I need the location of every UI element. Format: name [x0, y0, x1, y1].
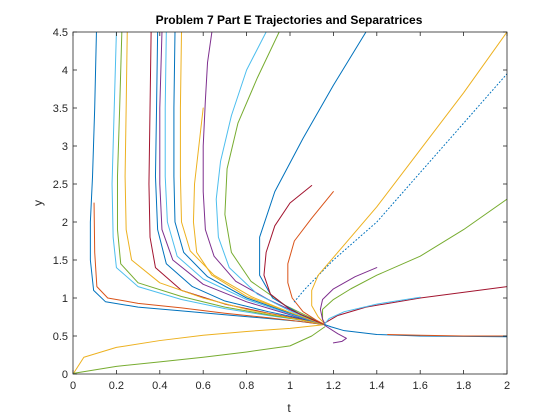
x-tick-label: 1.2 — [326, 380, 341, 392]
series-line-16 — [215, 32, 326, 326]
series-line-13 — [173, 32, 326, 326]
y-tick-label: 4.5 — [53, 27, 68, 39]
series-line-11 — [159, 32, 326, 326]
x-tick-label: 1.6 — [413, 380, 428, 392]
series-line-21 — [287, 191, 334, 326]
y-tick-label: 2.5 — [53, 179, 68, 191]
series-line-5 — [324, 324, 347, 344]
x-axis-label: t — [287, 401, 291, 415]
x-tick-label: 0.4 — [152, 380, 167, 392]
series-line-22 — [293, 73, 507, 303]
series-line-19 — [259, 32, 367, 326]
x-tick-label: 0.8 — [239, 380, 254, 392]
series-line-29 — [387, 333, 507, 337]
y-tick-label: 3.5 — [53, 103, 68, 115]
y-tick-label: 1 — [62, 293, 68, 305]
series-line-20 — [263, 185, 326, 326]
series-line-10 — [124, 32, 326, 326]
series-line-8 — [116, 32, 326, 326]
series-line-1 — [89, 32, 326, 326]
y-axis-label: y — [31, 200, 45, 206]
series-line-4 — [73, 326, 326, 374]
x-tick-label: 0.2 — [109, 380, 124, 392]
chart-title: Problem 7 Part E Trajectories and Separa… — [156, 13, 423, 27]
y-tick-label: 0.5 — [53, 331, 68, 343]
y-tick-label: 3 — [62, 141, 68, 153]
y-tick-label: 0 — [62, 369, 68, 381]
x-tick-label: 1.8 — [456, 380, 471, 392]
series-line-23 — [311, 32, 507, 325]
series-line-27 — [324, 296, 421, 325]
series-line-25 — [319, 267, 378, 325]
series-line-28 — [324, 324, 507, 338]
series-line-17 — [192, 107, 326, 326]
x-tick-label: 1 — [287, 380, 293, 392]
series-line-15 — [202, 32, 326, 326]
y-tick-label: 4 — [62, 65, 68, 77]
series-line-6 — [111, 32, 326, 326]
y-tick-label: 2 — [62, 217, 68, 229]
series-line-2 — [93, 202, 326, 326]
x-tick-label: 0 — [70, 380, 76, 392]
x-tick-label: 1.4 — [369, 380, 384, 392]
y-tick-label: 1.5 — [53, 255, 68, 267]
series-group — [73, 32, 507, 374]
series-line-12 — [164, 32, 326, 326]
x-tick-label: 2 — [504, 380, 510, 392]
series-line-24 — [322, 198, 507, 325]
x-tick-label: 0.6 — [196, 380, 211, 392]
series-line-9 — [154, 32, 326, 326]
series-line-3 — [73, 324, 326, 373]
